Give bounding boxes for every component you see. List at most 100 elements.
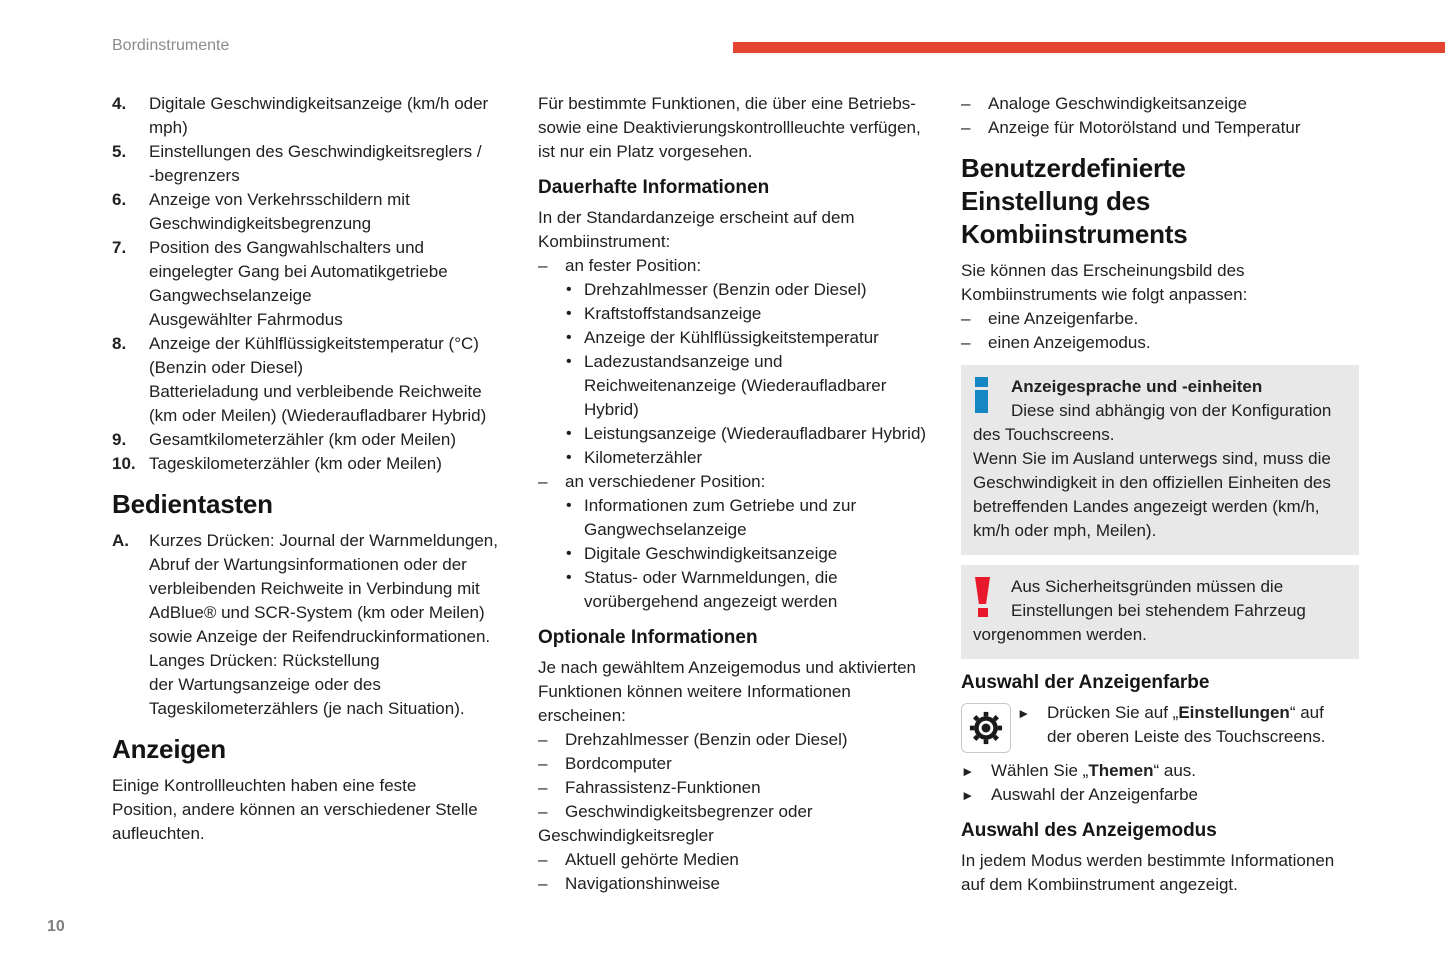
text-line: Drehzahlmesser (Benzin oder Diesel) (565, 730, 848, 749)
text-line: Batterieladung und verbleibende Reichwei… (149, 382, 482, 401)
text-line: Dauerhafte Informationen (538, 177, 770, 198)
info-icon (975, 377, 988, 413)
text-line: Anzeigen (112, 734, 226, 764)
list-item: – an verschiedener Position: (538, 470, 940, 494)
text-line: Status- oder Warnmeldungen, die (584, 568, 838, 587)
text-line: mph) (149, 118, 188, 137)
text-line: Auswahl der Anzeigenfarbe (991, 785, 1198, 804)
settings-button[interactable] (961, 703, 1011, 753)
info-icon-dot (975, 377, 988, 387)
text-line: (Benzin oder Diesel) (149, 358, 304, 377)
text-line: vorgenommen werden. (973, 625, 1147, 644)
list-item: • Status- oder Warnmeldungen, die vorüberg… (566, 566, 940, 614)
accent-bar (733, 42, 1445, 53)
info-icon-stem (975, 390, 988, 413)
list-item: ► Auswahl der Anzeigenfarbe (961, 783, 1359, 807)
text-line: Je nach gewähltem Anzeigemodus und aktiv… (538, 658, 917, 677)
text-line: Anzeige der Kühlflüssigkeitstemperatur (584, 328, 879, 347)
list-item: • Kilometerzähler (566, 446, 940, 470)
dot-bullet: • (566, 569, 572, 586)
list-item: – Analoge Geschwindigkeitsanzeige (961, 92, 1359, 116)
text-line: Gangwechselanzeige (149, 286, 312, 305)
dot-bullet: • (566, 329, 572, 346)
text-line: Geschwindigkeitsregler (538, 826, 714, 845)
dot-bullet: • (566, 353, 572, 370)
list-item: 8. Anzeige der Kühlflüssigkeitstemperatur… (112, 332, 512, 428)
text-line: Tageskilometerzähler (km oder Meilen) (149, 454, 442, 473)
text-line: Abruf der Wartungsinformationen oder der (149, 555, 467, 574)
section-heading: Benutzerdefinierte Einstellung des Kombiin… (961, 152, 1359, 251)
text-line: vorübergehend angezeigt werden (584, 592, 838, 611)
text-line: Kilometerzähler (584, 448, 703, 467)
text-line: Optionale Informationen (538, 627, 758, 648)
dash-bullet: – (961, 94, 971, 113)
text-line: Geschwindigkeitsbegrenzung (149, 214, 372, 233)
arrow-bullet-icon: ► (961, 788, 975, 803)
text-line: Auswahl der Anzeigenfarbe (961, 672, 1210, 693)
text-line: Bordcomputer (565, 754, 672, 773)
list-item: 7. Position des Gangwahlschalters und eing… (112, 236, 512, 332)
text-line: Kombiinstrument: (538, 232, 671, 251)
column-right: – Analoge Geschwindigkeitsanzeige – Anzeige… (961, 92, 1359, 897)
text-line: Für bestimmte Funktionen, die über eine … (538, 94, 916, 113)
text-line: Gangwechselanzeige (584, 520, 747, 539)
paragraph: Sie können das Erscheinungsbild des Kombi… (961, 259, 1359, 307)
list-item: • Drehzahlmesser (Benzin oder Diesel) (566, 278, 940, 302)
list-item: – Anzeige für Motorölstand und Temperatur (961, 116, 1359, 140)
text-line: einen Anzeigemodus. (988, 333, 1151, 352)
section-heading: Bedientasten (112, 488, 512, 521)
text-line: der oberen Leiste des Touchscreens. (1047, 727, 1326, 746)
list-item: – Fahrassistenz-Funktionen (538, 776, 940, 800)
paragraph: In der Standardanzeige erscheint auf dem… (538, 206, 940, 254)
text-line: Einstellung des (961, 186, 1151, 216)
info-box: Anzeigesprache und -einheiten Diese sind … (961, 365, 1359, 555)
column-left: 4. Digitale Geschwindigkeitsanzeige (km/h… (112, 92, 512, 846)
list-item: ► Wählen Sie „Themen“ aus. (961, 759, 1359, 783)
text-line: Anzeigesprache und -einheiten (973, 375, 1349, 399)
settings-step-row: ► Drücken Sie auf „Einstellungen“ auf der … (961, 701, 1359, 759)
list-item: • Kraftstoffstandsanzeige (566, 302, 940, 326)
list-item: • Ladezustandsanzeige und Reichweitenanzei… (566, 350, 940, 422)
sub-heading: Dauerhafte Informationen (538, 176, 940, 200)
warning-box: Aus Sicherheitsgründen müssen die Einstel… (961, 565, 1359, 659)
text-line: Reichweitenanzeige (Wiederaufladbarer (584, 376, 887, 395)
text-segment: “ auf (1289, 703, 1324, 722)
sub-heading: Optionale Informationen (538, 626, 940, 650)
text-segment: “ aus. (1153, 761, 1197, 780)
text-line: In der Standardanzeige erscheint auf dem (538, 208, 855, 227)
dash-bullet: – (538, 850, 548, 869)
text-line: aufleuchten. (112, 824, 205, 843)
dash-bullet: – (538, 472, 548, 491)
text-line: Anzeige von Verkehrsschildern mit (149, 190, 410, 209)
list-number: 6. (112, 190, 127, 209)
bold-text: Themen (1088, 761, 1154, 780)
text-line: Auswahl des Anzeigemodus (961, 820, 1217, 841)
list-item: 4. Digitale Geschwindigkeitsanzeige (km/h… (112, 92, 512, 140)
column-middle: Für bestimmte Funktionen, die über eine … (538, 92, 940, 896)
list-item: • Digitale Geschwindigkeitsanzeige (566, 542, 940, 566)
dot-bullet: • (566, 281, 572, 298)
list-number: 9. (112, 430, 127, 449)
text-line: Digitale Geschwindigkeitsanzeige (584, 544, 838, 563)
text-line: Navigationshinweise (565, 874, 720, 893)
text-line: eine Anzeigenfarbe. (988, 309, 1139, 328)
text-line: Analoge Geschwindigkeitsanzeige (988, 94, 1247, 113)
page-number: 10 (47, 918, 65, 935)
section-heading: Anzeigen (112, 733, 512, 766)
text-segment: Drücken Sie auf „ (1047, 703, 1179, 722)
list-item: – Geschwindigkeitsbegrenzer oder Geschwind… (538, 800, 940, 848)
dash-bullet: – (538, 874, 548, 893)
list-item: – Navigationshinweise (538, 872, 940, 896)
dash-bullet: – (961, 333, 971, 352)
dash-bullet: – (538, 802, 548, 821)
paragraph: In jedem Modus werden bestimmte Informat… (961, 849, 1359, 897)
text-line: Ladezustandsanzeige und (584, 352, 783, 371)
text-line: Diese sind abhängig von der Konfiguratio… (1011, 401, 1332, 420)
text-line: Benutzerdefinierte (961, 153, 1186, 183)
arrow-bullet-icon: ► (961, 764, 975, 779)
text-line: auf dem Kombiinstrument angezeigt. (961, 875, 1238, 894)
paragraph: Für bestimmte Funktionen, die über eine … (538, 92, 940, 164)
text-line: Leistungsanzeige (Wiederaufladbarer Hybr… (584, 424, 927, 443)
text-line: Ausgewählter Fahrmodus (149, 310, 343, 329)
dash-bullet: – (538, 730, 548, 749)
